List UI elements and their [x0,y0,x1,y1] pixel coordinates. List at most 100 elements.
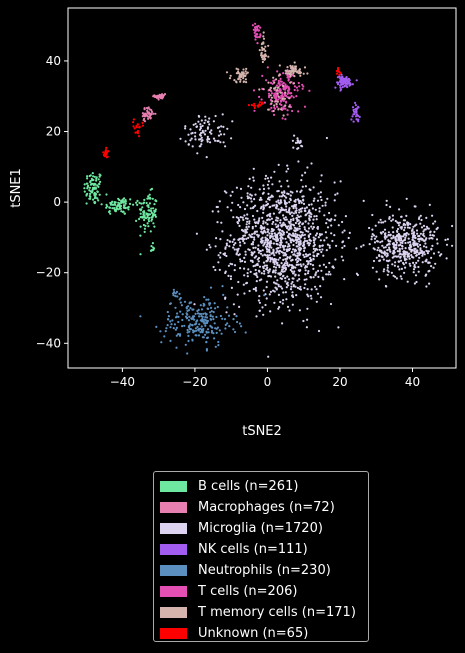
scatter-point [297,110,300,113]
scatter-point [273,96,276,99]
scatter-point [235,67,238,70]
scatter-point [294,221,297,225]
scatter-point [175,334,178,337]
scatter-point [219,256,222,259]
scatter-point [209,315,212,318]
scatter-point [286,179,289,182]
scatter-point [262,222,265,225]
scatter-point [325,273,328,276]
scatter-point [418,256,421,259]
scatter-point [414,274,418,277]
scatter-point [251,206,254,210]
scatter-point [249,197,253,200]
scatter-point [147,218,150,221]
scatter-point [200,136,203,139]
scatter-point [394,261,397,264]
scatter-point [274,223,277,226]
scatter-point [141,216,144,219]
scatter-point [281,302,284,305]
scatter-point [294,238,297,241]
scatter-point [147,117,150,120]
scatter-point [264,245,267,248]
scatter-point [247,104,250,107]
scatter-point [238,305,241,308]
scatter-point [221,230,224,233]
scatter-point [314,208,317,211]
scatter-point [184,127,187,130]
scatter-point [387,239,390,242]
scatter-point [222,252,225,256]
scatter-point [268,232,271,235]
scatter-point [273,87,276,90]
scatter-point [304,266,307,269]
scatter-point [254,230,257,233]
scatter-point [232,328,235,331]
scatter-point [292,239,295,242]
scatter-point [262,261,266,264]
scatter-point [309,232,312,236]
scatter-point [124,199,127,202]
scatter-point [276,89,279,92]
scatter-point [177,320,180,324]
scatter-point [105,193,108,196]
scatter-point [279,91,282,94]
scatter-point [305,206,308,209]
scatter-point [259,196,262,199]
scatter-point [245,81,248,84]
scatter-point [304,209,307,213]
scatter-point [184,125,187,128]
scatter-point [236,221,239,224]
scatter-point [217,134,221,137]
scatter-point [268,248,271,251]
scatter-point [270,176,273,179]
scatter-point [311,227,314,230]
scatter-point [209,141,212,144]
scatter-point [242,201,245,204]
scatter-point [390,219,393,222]
scatter-point [187,143,190,146]
scatter-point [309,259,312,263]
scatter-point [235,80,238,83]
scatter-point [262,267,265,270]
scatter-point [398,208,401,211]
scatter-point [315,215,318,218]
scatter-point [341,83,344,86]
y-tick-label: 0 [53,195,61,209]
scatter-point [289,198,292,202]
scatter-point [287,284,290,287]
scatter-point [246,204,249,207]
scatter-point [406,255,409,258]
series-2 [179,113,454,358]
scatter-point [83,187,86,190]
scatter-point [86,177,89,180]
scatter-point [144,217,148,220]
scatter-point [277,108,280,111]
scatter-point [129,198,132,201]
scatter-point [411,238,414,241]
scatter-point [282,251,285,254]
scatter-point [399,243,402,246]
scatter-point [235,252,238,255]
scatter-point [284,291,287,294]
series-5 [251,22,311,121]
scatter-point [302,85,305,88]
scatter-point [157,95,160,98]
scatter-point [304,253,308,256]
scatter-point [388,259,391,262]
scatter-point [432,234,435,237]
scatter-point [267,44,270,47]
scatter-point [418,235,421,238]
scatter-point [403,271,406,274]
scatter-point [282,114,285,117]
scatter-point [273,254,276,257]
scatter-point [249,270,252,273]
scatter-point [143,107,146,110]
scatter-point [247,236,250,239]
scatter-point [275,251,278,254]
scatter-point [319,239,322,242]
scatter-point [239,80,242,83]
scatter-point [262,88,265,91]
scatter-point [388,242,391,245]
scatter-point [401,241,404,245]
scatter-point [283,223,286,226]
